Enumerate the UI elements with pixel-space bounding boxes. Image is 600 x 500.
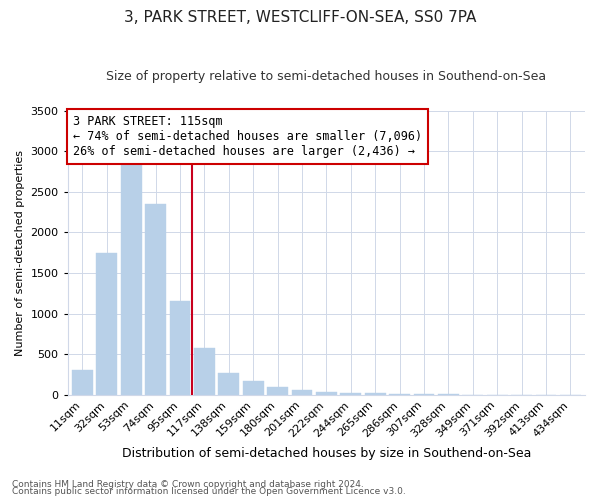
Text: 3, PARK STREET, WESTCLIFF-ON-SEA, SS0 7PA: 3, PARK STREET, WESTCLIFF-ON-SEA, SS0 7P… [124, 10, 476, 25]
Title: Size of property relative to semi-detached houses in Southend-on-Sea: Size of property relative to semi-detach… [106, 70, 547, 83]
Bar [340, 393, 361, 395]
Bar [72, 370, 93, 395]
X-axis label: Distribution of semi-detached houses by size in Southend-on-Sea: Distribution of semi-detached houses by … [122, 447, 531, 460]
Bar [292, 390, 313, 395]
Bar [243, 380, 263, 395]
Bar [145, 204, 166, 395]
Bar [218, 373, 239, 395]
Text: Contains HM Land Registry data © Crown copyright and database right 2024.: Contains HM Land Registry data © Crown c… [12, 480, 364, 489]
Bar [97, 252, 117, 395]
Text: 3 PARK STREET: 115sqm
← 74% of semi-detached houses are smaller (7,096)
26% of s: 3 PARK STREET: 115sqm ← 74% of semi-deta… [73, 115, 422, 158]
Bar [413, 394, 434, 395]
Bar [365, 394, 386, 395]
Bar [389, 394, 410, 395]
Text: Contains public sector information licensed under the Open Government Licence v3: Contains public sector information licen… [12, 487, 406, 496]
Bar [170, 302, 190, 395]
Bar [267, 386, 288, 395]
Bar [121, 147, 142, 395]
Y-axis label: Number of semi-detached properties: Number of semi-detached properties [15, 150, 25, 356]
Bar [194, 348, 215, 395]
Bar [316, 392, 337, 395]
